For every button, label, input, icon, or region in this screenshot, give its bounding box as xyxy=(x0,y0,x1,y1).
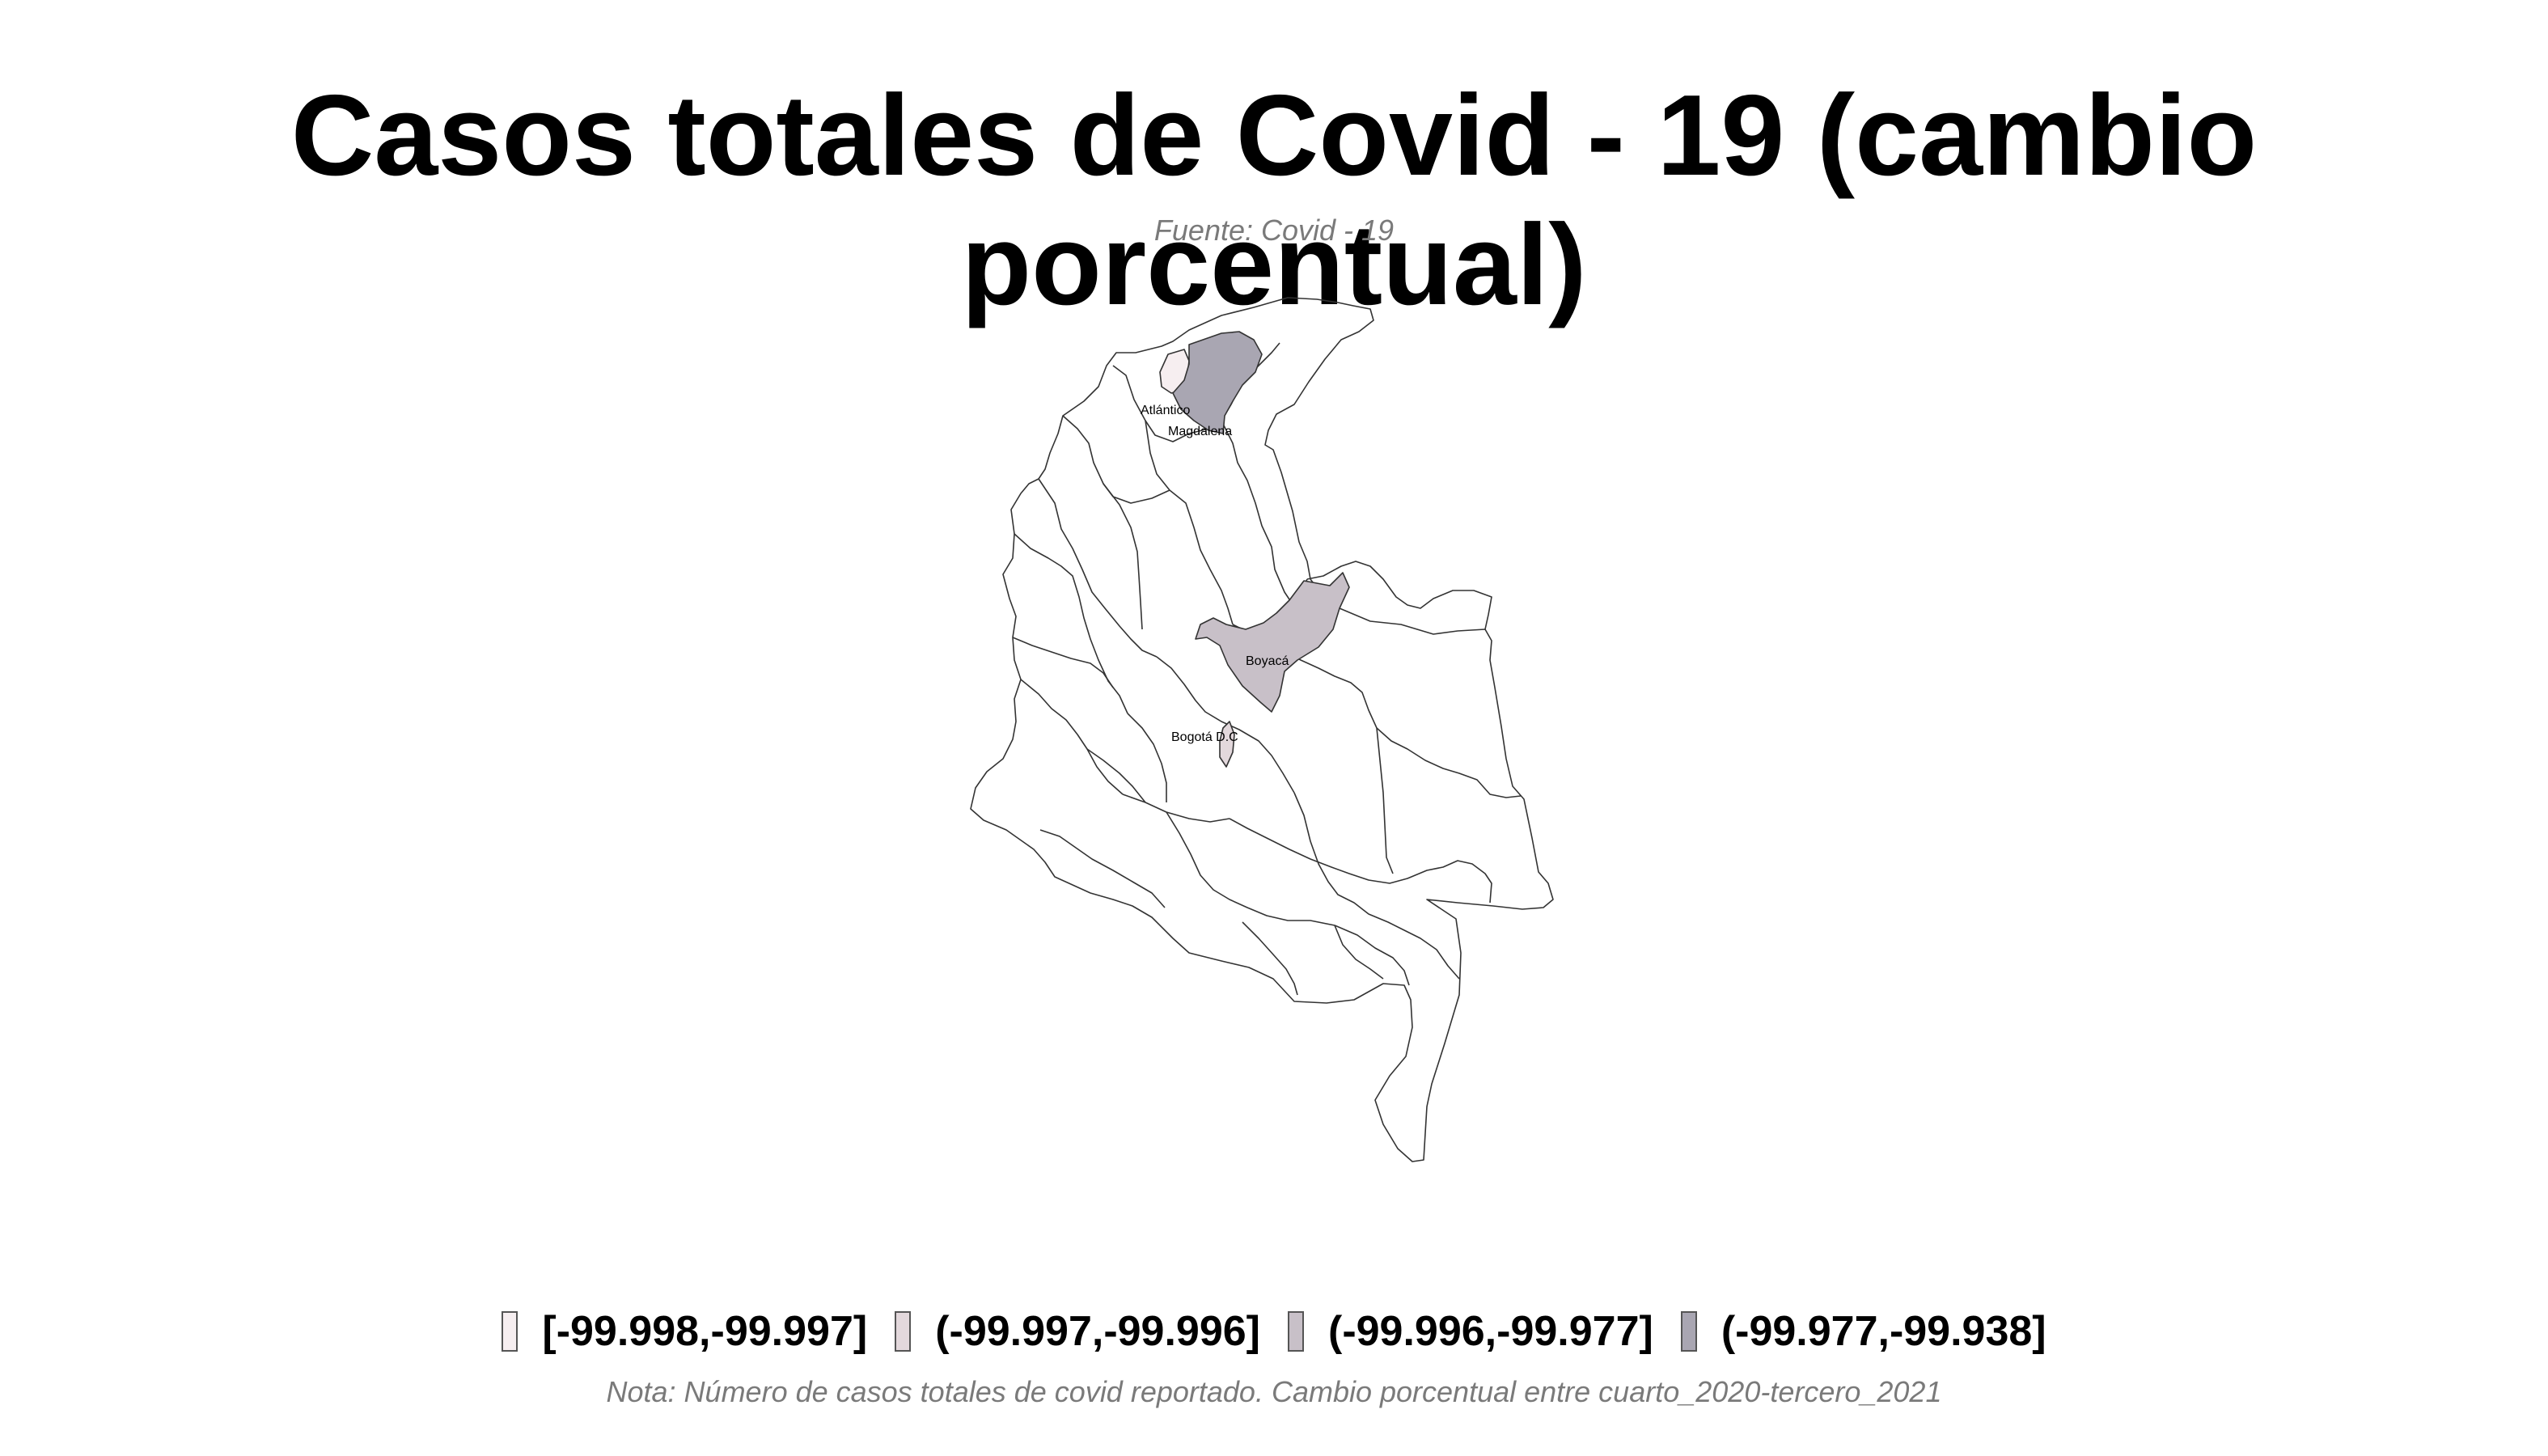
legend-label: (-99.997,-99.996] xyxy=(935,1308,1260,1355)
legend-item: (-99.997,-99.996] xyxy=(895,1307,1260,1356)
legend-swatch xyxy=(895,1311,912,1352)
label-boyaca: Boyacá xyxy=(1246,654,1289,668)
map-title: Casos totales de Covid - 19 (cambio porc… xyxy=(290,71,2258,329)
legend: [-99.998,-99.997] (-99.997,-99.996] (-99… xyxy=(0,1307,2548,1356)
region-magdalena xyxy=(1172,331,1263,434)
region-boyaca xyxy=(1195,572,1350,713)
label-magdalena: Magdalena xyxy=(1168,425,1232,438)
legend-label: (-99.996,-99.977] xyxy=(1328,1308,1653,1355)
legend-item: (-99.977,-99.938] xyxy=(1680,1307,2046,1356)
colombia-map: Atlántico Magdalena Boyacá Bogotá D.C xyxy=(970,297,1554,1162)
label-bogota: Bogotá D.C xyxy=(1171,730,1238,744)
legend-label: (-99.977,-99.938] xyxy=(1721,1308,2046,1355)
legend-swatch xyxy=(502,1311,518,1352)
map-note: Nota: Número de casos totales de covid r… xyxy=(606,1375,1942,1408)
legend-swatch xyxy=(1680,1311,1697,1352)
legend-label: [-99.998,-99.997] xyxy=(542,1308,868,1355)
region-bogota xyxy=(1219,721,1235,768)
legend-item: (-99.996,-99.977] xyxy=(1288,1307,1653,1356)
legend-swatch xyxy=(1288,1311,1304,1352)
legend-item: [-99.998,-99.997] xyxy=(502,1307,867,1356)
map-subtitle: Fuente: Covid - 19 xyxy=(1153,214,1395,247)
label-atlantico: Atlántico xyxy=(1141,404,1190,417)
country-outline xyxy=(970,297,1554,1162)
